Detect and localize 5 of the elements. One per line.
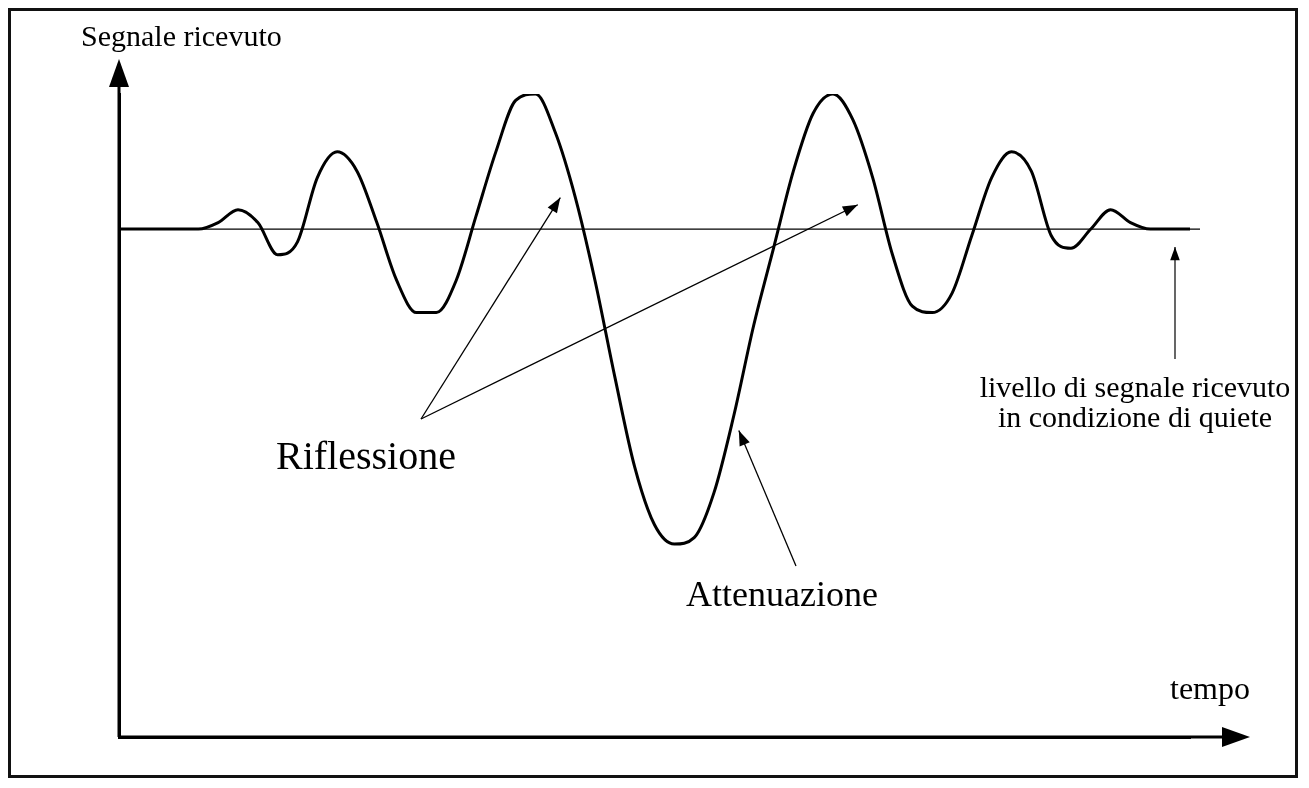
x-axis-title: tempo xyxy=(1170,670,1250,706)
y-axis-title: Segnale ricevuto xyxy=(81,19,282,52)
ref-line-label: livello di segnale ricevuto in condizione di quiete xyxy=(979,369,1291,433)
annotation: Attenuazione xyxy=(686,574,878,614)
annotation: Riflessione xyxy=(276,433,456,478)
